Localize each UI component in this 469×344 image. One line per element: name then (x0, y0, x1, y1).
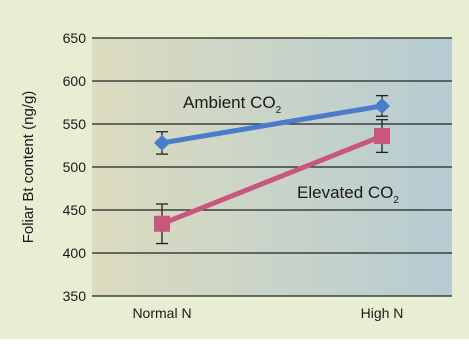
series-label-ambient: Ambient CO2 (183, 93, 282, 116)
x-tick-labels: Normal N High N (132, 305, 403, 321)
y-tick-label: 500 (63, 159, 87, 175)
y-axis-label: Foliar Bt content (ng/g) (20, 91, 37, 244)
y-tick-label: 400 (63, 245, 87, 261)
y-tick-label: 650 (63, 30, 87, 46)
x-tick-label: Normal N (132, 305, 191, 321)
y-tick-label: 600 (63, 73, 87, 89)
y-tick-label: 350 (63, 288, 87, 304)
gridlines (92, 37, 452, 297)
data-point-diamond (374, 97, 390, 114)
series-layer (154, 94, 390, 245)
series-label-elevated: Elevated CO2 (297, 183, 399, 206)
x-tick-label: High N (361, 305, 404, 321)
data-point-square (374, 128, 390, 145)
data-point-square (154, 215, 170, 232)
series-diamond (154, 94, 390, 155)
y-tick-label: 450 (63, 202, 87, 218)
series-line (159, 103, 385, 146)
series-line (159, 133, 385, 227)
y-tick-label: 550 (63, 116, 87, 132)
data-point-diamond (154, 134, 170, 151)
y-tick-labels: 350 400 450 500 550 600 650 (63, 30, 87, 304)
series-square (154, 119, 390, 245)
